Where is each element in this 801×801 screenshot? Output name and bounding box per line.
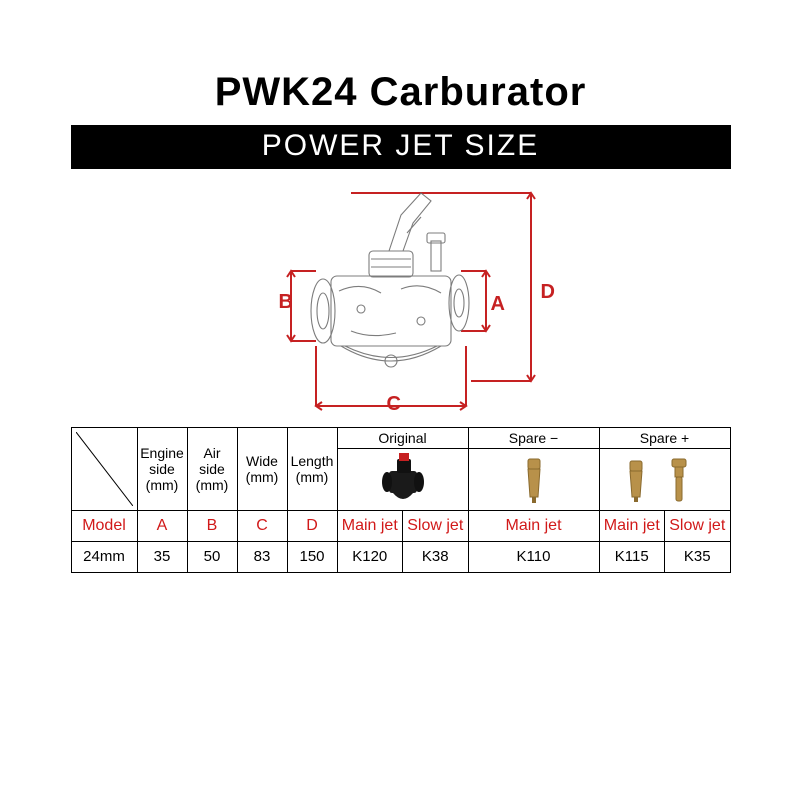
dim-label-d: D — [541, 281, 555, 304]
lbl-sm-main: Main jet — [468, 511, 599, 542]
page: PWK24 Carburator POWER JET SIZE — [0, 0, 801, 573]
table-row-labels: Model A B C D Main jet Slow jet Main jet… — [71, 511, 730, 542]
lbl-B: B — [187, 511, 237, 542]
table-row-groups: Engine side (mm) Air side (mm) Wide (mm)… — [71, 428, 730, 449]
icon-spare-minus — [468, 449, 599, 511]
carburetor-diagram: B A D C — [71, 181, 731, 421]
hdr-length: Length (mm) — [287, 428, 337, 511]
lbl-orig-slow: Slow jet — [403, 511, 469, 542]
diagonal-cell — [71, 428, 137, 511]
spec-table: Engine side (mm) Air side (mm) Wide (mm)… — [71, 427, 731, 573]
page-title: PWK24 Carburator — [0, 70, 801, 115]
val-model: 24mm — [71, 542, 137, 572]
val-orig-main: K120 — [337, 542, 403, 572]
val-B: 50 — [187, 542, 237, 572]
dim-label-a: A — [491, 293, 505, 316]
val-sm-main: K110 — [468, 542, 599, 572]
table-row-data: 24mm 35 50 83 150 K120 K38 K110 K115 K35 — [71, 542, 730, 572]
lbl-orig-main: Main jet — [337, 511, 403, 542]
hdr-engine: Engine side (mm) — [137, 428, 187, 511]
dim-label-b: B — [279, 291, 293, 314]
val-D: 150 — [287, 542, 337, 572]
val-sp-main: K115 — [599, 542, 665, 572]
subtitle-bar: POWER JET SIZE — [71, 125, 731, 169]
carburetor-svg — [221, 181, 581, 421]
hdr-original: Original — [337, 428, 468, 449]
lbl-C: C — [237, 511, 287, 542]
hdr-air: Air side (mm) — [187, 428, 237, 511]
hdr-spare-minus: Spare − — [468, 428, 599, 449]
lbl-A: A — [137, 511, 187, 542]
hdr-spare-plus: Spare + — [599, 428, 730, 449]
lbl-D: D — [287, 511, 337, 542]
icon-spare-plus — [599, 449, 730, 511]
val-C: 83 — [237, 542, 287, 572]
val-sp-slow: K35 — [665, 542, 731, 572]
val-orig-slow: K38 — [403, 542, 469, 572]
lbl-sp-slow: Slow jet — [665, 511, 731, 542]
icon-original — [337, 449, 468, 511]
dim-label-c: C — [387, 393, 401, 416]
hdr-wide: Wide (mm) — [237, 428, 287, 511]
val-A: 35 — [137, 542, 187, 572]
lbl-sp-main: Main jet — [599, 511, 665, 542]
lbl-model: Model — [71, 511, 137, 542]
